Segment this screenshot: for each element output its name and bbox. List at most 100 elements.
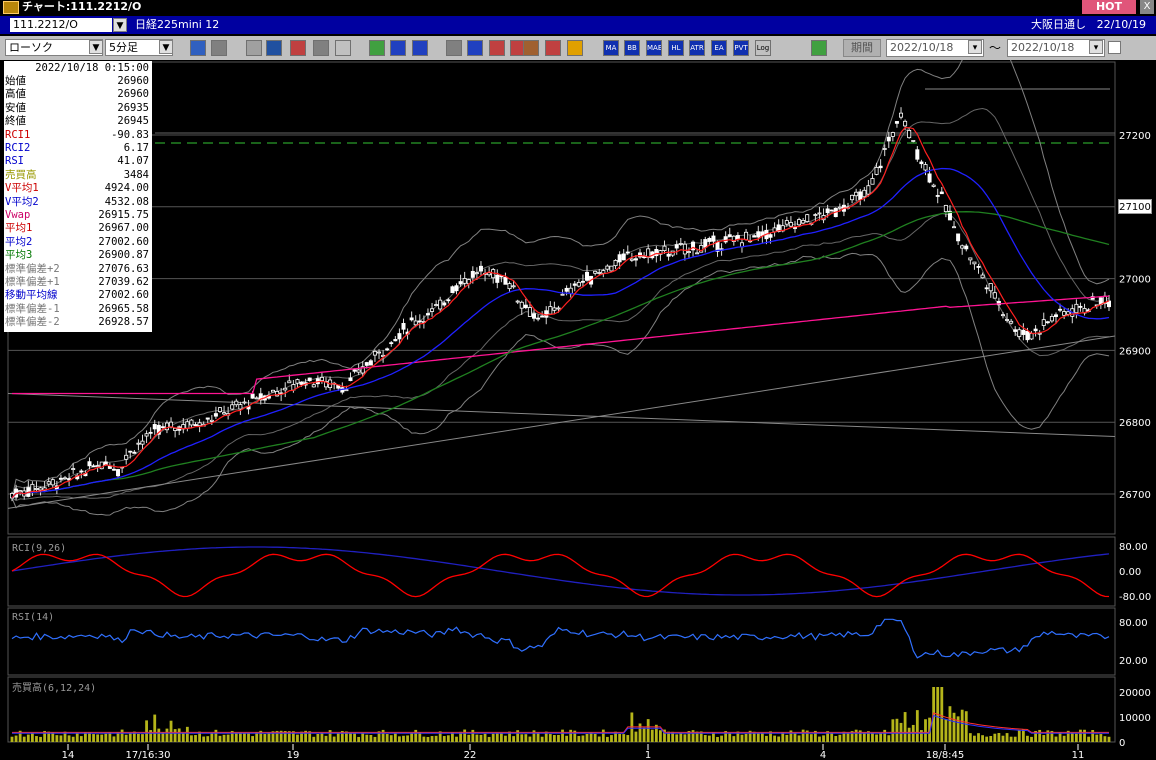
volume-bar [328, 730, 332, 742]
from-date-input[interactable]: 2022/10/18 [886, 39, 984, 57]
from-date-calendar-icon[interactable]: ▾ [968, 40, 982, 54]
volume-bar [43, 730, 47, 742]
tool-color-icon[interactable] [567, 40, 583, 56]
export-icon[interactable] [811, 40, 827, 56]
candle-body [152, 424, 157, 430]
rci-panel-title: RCI(9,26) [12, 543, 66, 554]
toolbar: ローソク ▼ 5分足 ▼ MA BB MAE HL ATR EA PVT Log 期間 202… [0, 36, 1156, 60]
tool-bar-icon[interactable] [290, 40, 306, 56]
candle-body [870, 178, 875, 185]
close-button[interactable]: X [1140, 0, 1154, 14]
period-button[interactable]: 期間 [843, 39, 881, 57]
volume-bar [39, 736, 42, 742]
candle-body [638, 252, 643, 258]
tool-bars-icon[interactable] [467, 40, 483, 56]
indicator-ma-button[interactable]: MA [603, 40, 619, 56]
tool-ohlc-icon[interactable] [489, 40, 505, 56]
chart-type-dropdown-icon[interactable]: ▼ [89, 40, 103, 54]
candle-body [450, 286, 455, 293]
tool-tool-icon[interactable] [246, 40, 262, 56]
interval-select[interactable]: 5分足 [105, 39, 173, 56]
candle-body [817, 212, 822, 215]
tool-pencil-icon[interactable] [369, 40, 385, 56]
volume-bar [781, 732, 785, 742]
volume-bar [1095, 734, 1099, 742]
info-row: 標準偏差+2 27076.63 [4, 263, 152, 276]
candle-body [947, 210, 952, 221]
info-value: 4924.00 [104, 182, 149, 195]
volume-bar [728, 732, 732, 742]
indicator-hl-button[interactable]: HL [668, 40, 684, 56]
volume-bar [903, 712, 907, 742]
symbol-code-input[interactable]: 111.2212/O [10, 18, 112, 32]
tool-split-icon[interactable] [313, 40, 329, 56]
info-value: 27002.60 [98, 235, 149, 248]
volume-bar [675, 734, 679, 742]
indicator-log-button[interactable]: Log [755, 40, 771, 56]
tool-candle-icon[interactable] [446, 40, 462, 56]
candle-body [507, 283, 512, 290]
tool-undo-icon[interactable] [412, 40, 428, 56]
volume-bar [1009, 736, 1013, 742]
trend-line [7, 392, 1116, 438]
candle-body [401, 323, 406, 330]
volume-bar [402, 735, 405, 742]
volume-bar [548, 734, 552, 742]
to-date-calendar-icon[interactable]: ▾ [1089, 40, 1103, 54]
interval-dropdown-icon[interactable]: ▼ [159, 40, 173, 54]
volume-bar [626, 735, 630, 742]
indicator-ea-button[interactable]: EA [711, 40, 727, 56]
candle-body [1074, 303, 1079, 314]
volume-bar [398, 736, 401, 742]
hot-button[interactable]: HOT [1082, 0, 1136, 14]
info-label: RCI1 [5, 128, 31, 141]
info-value: 26967.00 [98, 222, 149, 235]
volume-bar [1079, 729, 1082, 742]
volume-bar [320, 732, 324, 742]
volume-bar [71, 736, 75, 742]
candle-body [886, 136, 891, 142]
volume-bar [1005, 733, 1009, 742]
volume-axis-label: 10000 [1119, 713, 1151, 724]
trend-line [7, 335, 1116, 509]
volume-bar [805, 730, 809, 742]
indicator-mae-button[interactable]: MAE [646, 40, 662, 56]
volume-bar [1087, 736, 1091, 742]
indicator-bb-button[interactable]: BB [624, 40, 640, 56]
volume-bar [663, 729, 666, 742]
indicator-atr-button[interactable]: ATR [689, 40, 705, 56]
chart-area[interactable]: 27200 27100 27000 26900 26800 26700 RCI(9,26) R… [0, 60, 1156, 760]
app-chart-icon [3, 1, 19, 14]
info-row: RCI2 6.17 [4, 142, 152, 155]
candle-body [1041, 319, 1046, 326]
volume-bar [854, 729, 858, 742]
volume-bar [218, 735, 222, 742]
volume-bar [332, 736, 336, 742]
volume-bar [622, 734, 626, 742]
tool-lock-icon[interactable] [335, 40, 351, 56]
tool-zoom-icon[interactable] [190, 40, 206, 56]
chart-type-select[interactable]: ローソク [5, 39, 103, 56]
tool-gear-icon[interactable] [523, 40, 539, 56]
candle-body [972, 261, 977, 265]
candle-body [442, 302, 447, 306]
tool-brush-icon[interactable] [545, 40, 561, 56]
volume-bar [283, 731, 287, 742]
volume-bar [948, 706, 952, 742]
tool-crosshair-icon[interactable] [211, 40, 227, 56]
volume-bar [777, 736, 781, 742]
indicator-pvt-button[interactable]: PVT [733, 40, 749, 56]
info-label: V平均2 [5, 195, 39, 208]
tool-search-icon[interactable] [266, 40, 282, 56]
to-date-input[interactable]: 2022/10/18 [1007, 39, 1105, 57]
date-range-checkbox[interactable] [1108, 41, 1121, 54]
tool-arrow-icon[interactable] [390, 40, 406, 56]
volume-bar [345, 731, 348, 742]
candle-body [164, 422, 169, 431]
candle-body [952, 226, 957, 229]
volume-bar [577, 736, 581, 742]
volume-bar [35, 736, 38, 742]
candle-body [915, 149, 920, 160]
volume-bar [826, 731, 830, 742]
symbol-dropdown-icon[interactable]: ▼ [113, 18, 127, 32]
